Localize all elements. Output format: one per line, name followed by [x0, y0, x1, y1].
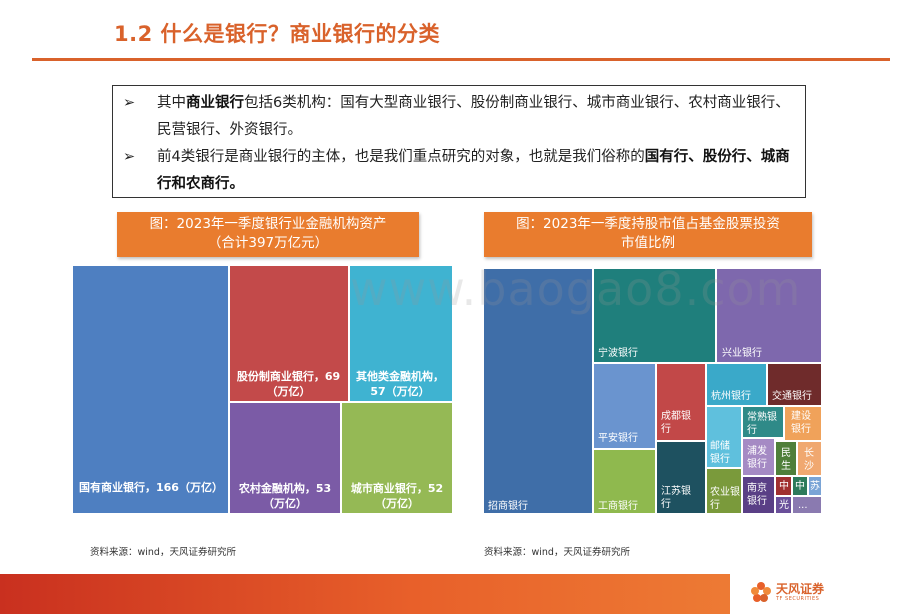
bullet-1: 其中商业银行包括6类机构：国有大型商业银行、股份制商业银行、城市商业银行、农村商… [157, 95, 790, 138]
right-chart-title: 图：2023年一季度持股市值占基金股票投资 市值比例 [484, 212, 812, 257]
left-chart-title: 图：2023年一季度银行业金融机构资产 （合计397万亿元） [117, 212, 419, 257]
treemap-cell-others: ... [792, 496, 822, 514]
treemap-cell-joint-stock: 股份制商业银行，69（万亿） [229, 265, 349, 402]
treemap-cell-industrial: 兴业银行 [716, 268, 822, 363]
treemap-cell-bocom: 交通银行 [767, 363, 822, 406]
treemap-cell-city: 城市商业银行，52（万亿） [341, 402, 453, 514]
treemap-cell-jiangsu: 江苏银行 [656, 441, 706, 514]
treemap-cell-psbc: 邮储银行 [706, 406, 742, 468]
treemap-cell-suzhou: 苏 [808, 476, 822, 496]
treemap-cell-pingan: 平安银行 [593, 363, 656, 449]
treemap-cell-changsha: 长沙 [797, 441, 822, 476]
treemap-cell-hangzhou: 杭州银行 [706, 363, 767, 406]
treemap-cell-everbright: 光 [775, 496, 792, 514]
treemap-cell-other-financial: 其他类金融机构，57（万亿） [349, 265, 453, 402]
tf-logo-icon [751, 582, 771, 602]
watermark: www.baogao8.com [350, 262, 802, 316]
logo-text-en: TF SECURITIES [776, 596, 820, 602]
page-title: 1.2 什么是银行？商业银行的分类 [114, 22, 441, 46]
bullet-arrow-icon: ➢ [123, 149, 136, 165]
treemap-cell-state-owned: 国有商业银行，166（万亿） [72, 265, 229, 514]
treemap-cell-boc: 中 [775, 476, 792, 496]
treemap-cell-cmb: 招商银行 [483, 268, 593, 514]
right-chart-source: 资料来源：wind，天风证券研究所 [484, 547, 630, 558]
treemap-cell-minsheng: 民生 [775, 441, 797, 476]
bullet-2: 前4类银行是商业银行的主体，也是我们重点研究的对象，也就是我们俗称的国有行、股份… [157, 149, 790, 192]
treemap-cell-abc: 农业银行 [706, 468, 742, 514]
treemap-cell-ccb: 建设银行 [784, 406, 822, 441]
summary-box: ➢ 其中商业银行包括6类机构：国有大型商业银行、股份制商业银行、城市商业银行、农… [112, 85, 806, 198]
treemap-cell-chengdu: 成都银行 [656, 363, 706, 441]
treemap-cell-icbc: 工商银行 [593, 449, 656, 514]
logo-text-cn: 天风证券 [776, 582, 825, 596]
left-chart-source: 资料来源：wind，天风证券研究所 [90, 547, 236, 558]
treemap-cell-citic: 中 [792, 476, 808, 496]
treemap-cell-nanjing: 南京银行 [742, 476, 775, 514]
footer-band: 天风证券 TF SECURITIES [0, 574, 920, 614]
footer-logo-area: 天风证券 TF SECURITIES [730, 574, 920, 614]
treemap-cell-spdb: 浦发银行 [742, 438, 775, 476]
treemap-cell-changshu: 常熟银行 [742, 406, 784, 438]
treemap-cell-ningbo: 宁波银行 [593, 268, 716, 363]
title-divider [32, 58, 890, 61]
bullet-arrow-icon: ➢ [123, 95, 136, 111]
treemap-cell-rural: 农村金融机构，53（万亿） [229, 402, 341, 514]
